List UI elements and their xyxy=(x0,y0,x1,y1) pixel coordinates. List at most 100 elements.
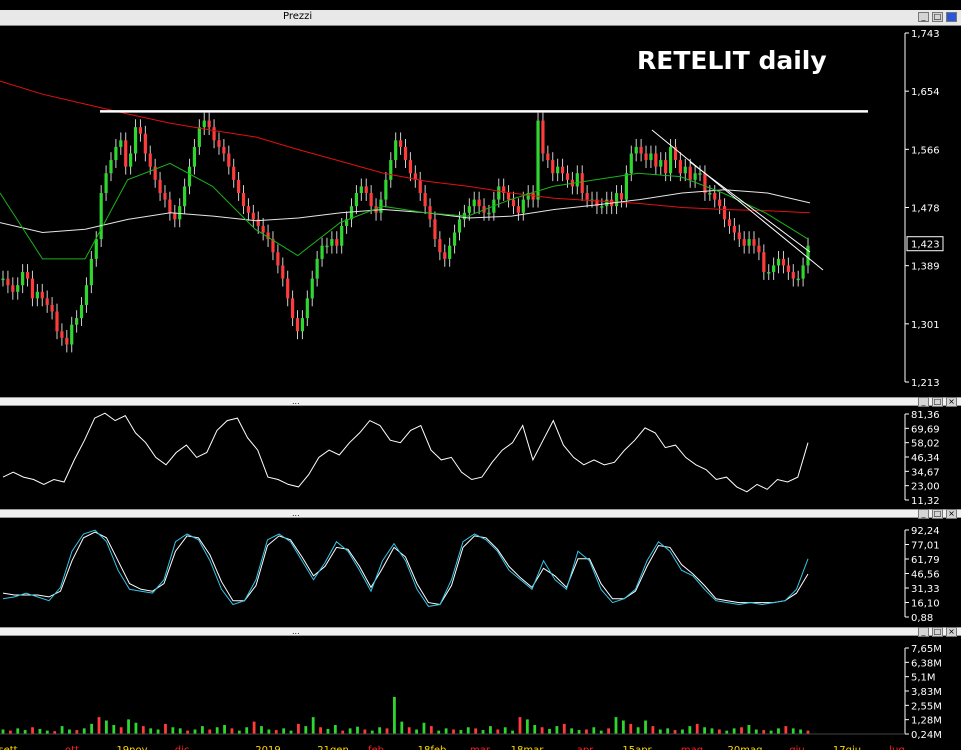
candle-up xyxy=(747,239,751,246)
maximize-icon[interactable]: □ xyxy=(932,12,943,22)
candle-up xyxy=(75,318,79,325)
candle-down xyxy=(585,193,589,200)
candle-down xyxy=(639,146,643,154)
candle-up xyxy=(133,127,138,154)
minimize-icon[interactable]: _ xyxy=(918,509,929,519)
close-icon[interactable]: × xyxy=(946,627,957,637)
volume-bar xyxy=(629,723,633,734)
candle-down xyxy=(546,153,550,161)
minimize-icon[interactable]: _ xyxy=(918,627,929,637)
close-icon[interactable]: × xyxy=(946,397,957,407)
volume-bar xyxy=(762,730,766,734)
candle-down xyxy=(124,140,128,167)
axis-tick-label: 16,10 xyxy=(911,599,940,610)
volume-bar xyxy=(171,727,175,734)
candle-down xyxy=(369,193,373,207)
candle-up xyxy=(84,285,89,305)
sma-mid-line xyxy=(0,189,811,234)
candle-up xyxy=(129,153,133,167)
volume-bar xyxy=(570,728,574,734)
candle-up xyxy=(801,265,805,279)
maximize-icon[interactable]: □ xyxy=(932,509,943,519)
candle-up xyxy=(634,146,638,154)
restore-icon[interactable] xyxy=(946,12,957,22)
axis-tick-label: 1,654 xyxy=(911,87,940,98)
candle-up xyxy=(21,272,25,286)
volume-bar xyxy=(141,726,145,734)
maximize-icon[interactable]: □ xyxy=(932,397,943,407)
candle-up xyxy=(806,245,810,266)
axis-tick-label: 23,00 xyxy=(911,482,940,493)
candle-up xyxy=(693,173,697,180)
volume-bar xyxy=(385,728,389,734)
volume-bar xyxy=(548,728,551,734)
candle-up xyxy=(668,146,673,174)
volume-bar xyxy=(97,717,101,734)
candle-up xyxy=(192,146,197,167)
candle-up xyxy=(325,245,329,248)
candle-up xyxy=(708,193,712,195)
candle-up xyxy=(79,304,84,319)
candle-down xyxy=(664,160,668,174)
candle-down xyxy=(688,166,692,180)
axis-tick-label: 34,67 xyxy=(911,467,940,478)
candle-down xyxy=(786,265,790,273)
volume-bar xyxy=(769,730,773,734)
date-tick-label: 2019 xyxy=(255,745,280,750)
volume-bar xyxy=(717,729,721,734)
candle-down xyxy=(403,146,408,161)
candle-down xyxy=(502,186,506,194)
candle-up xyxy=(659,160,663,167)
volume-bar xyxy=(304,726,308,734)
axis-tick-label: 1,478 xyxy=(911,204,940,215)
axis-tick-label: 77,01 xyxy=(911,541,940,552)
candle-up xyxy=(94,239,98,259)
candle-down xyxy=(227,153,231,167)
candle-down xyxy=(266,232,270,240)
candle-down xyxy=(222,146,226,154)
date-tick-label: mag xyxy=(681,745,703,750)
maximize-icon[interactable]: □ xyxy=(932,627,943,637)
volume-bar xyxy=(208,729,212,734)
axis-tick-label: 61,79 xyxy=(911,555,940,566)
volume-bar xyxy=(274,730,278,734)
minimize-icon[interactable]: _ xyxy=(918,12,929,22)
volume-bar xyxy=(245,727,249,734)
axis-tick-label: 1,389 xyxy=(911,262,940,273)
volume-bar xyxy=(437,730,441,734)
candle-down xyxy=(55,311,59,332)
panel-divider-stoch[interactable]: ... _ □ × xyxy=(0,509,961,519)
candle-down xyxy=(286,278,290,299)
candle-up xyxy=(629,153,633,174)
volume-bar xyxy=(289,730,293,734)
panel-divider-volume[interactable]: ... _ □ × xyxy=(0,627,961,637)
volume-bar xyxy=(415,729,418,734)
candle-down xyxy=(364,186,368,194)
axis-tick-label: 2,55M xyxy=(911,701,942,712)
volume-bar xyxy=(38,728,42,734)
volume-bar xyxy=(31,727,34,734)
candle-down xyxy=(718,199,722,207)
candle-up xyxy=(497,186,501,200)
candle-up xyxy=(16,285,20,292)
candle-up xyxy=(344,219,349,226)
candle-down xyxy=(295,318,300,332)
candle-up xyxy=(315,258,319,279)
volume-bar xyxy=(333,725,337,734)
candle-down xyxy=(50,304,54,312)
volume-bar xyxy=(45,730,49,734)
volume-bar xyxy=(518,717,522,734)
candle-down xyxy=(65,337,69,345)
minimize-icon[interactable]: _ xyxy=(918,397,929,407)
axis-tick-label: 46,56 xyxy=(911,570,940,581)
candle-up xyxy=(183,186,187,207)
axis-tick-label: 6,38M xyxy=(911,658,942,669)
candle-down xyxy=(11,285,15,292)
candle-up xyxy=(99,193,103,240)
panel-divider-rsi[interactable]: ... _ □ × xyxy=(0,397,961,407)
close-icon[interactable]: × xyxy=(946,509,957,519)
axis-tick-label: 5,1M xyxy=(911,673,936,684)
candle-down xyxy=(251,212,255,220)
volume-bar xyxy=(164,723,167,734)
candle-down xyxy=(374,206,378,213)
